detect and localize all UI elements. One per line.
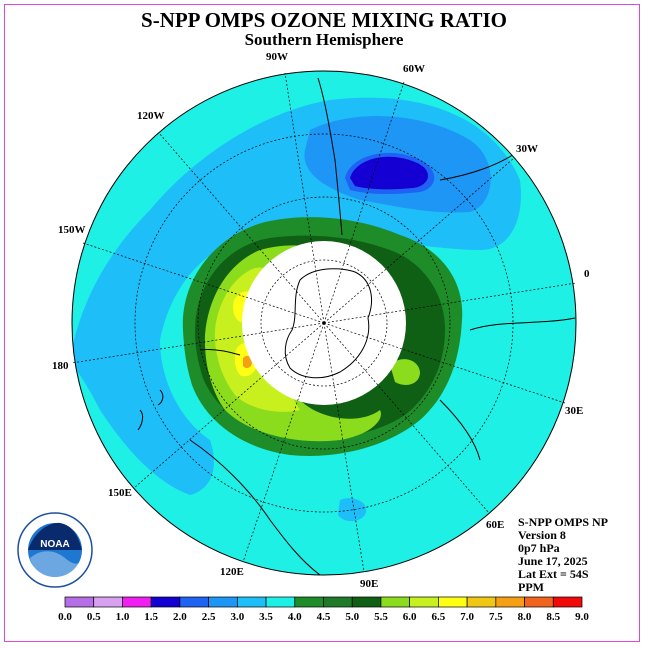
page-subtitle: Southern Hemisphere [244,30,404,49]
contour-7-5 [243,355,252,369]
info-line-5: Lat Ext = 54S [518,567,589,581]
colorbar-tick-label: 5.0 [345,611,359,623]
lon-label-30e: 30E [565,405,583,417]
colorbar-tick-label: 7.0 [460,611,474,623]
colorbar-swatch [64,596,95,608]
colorbar-tick-label: 0.5 [87,611,101,623]
colorbar-swatch [93,596,123,608]
colorbar-swatch [409,596,439,608]
colorbar-swatch [179,596,209,608]
colorbar-tick-label: 6.0 [403,611,417,623]
lon-label-150e: 150E [108,487,132,499]
colorbar-tick-label: 3.5 [259,611,273,623]
info-line-3: 0p7 hPa [518,541,560,555]
map-edge [71,70,577,576]
lon-label-60w: 60W [403,63,425,75]
colorbar-tick-label: 2.0 [173,611,187,623]
colorbar-tick-label: 5.5 [374,611,388,623]
colorbar-tick-label: 1.0 [116,611,130,623]
page-title: S-NPP OMPS OZONE MIXING RATIO [141,8,507,32]
colorbar-swatch [323,596,353,608]
lon-label-0: 0 [584,268,590,280]
info-line-1: S-NPP OMPS NP [518,515,608,529]
ozone-field [72,71,576,575]
lon-label-30w: 30W [516,143,538,155]
info-line-2: Version 8 [518,528,566,542]
colorbar-swatch [495,596,525,608]
colorbar-swatch [150,596,181,608]
colorbar-tick-label: 1.5 [144,611,158,623]
lon-label-180: 180 [52,360,69,372]
colorbar-tick-label: 6.5 [432,611,446,623]
colorbar-swatch [122,596,152,608]
colorbar-tick-label: 4.0 [288,611,302,623]
colorbar-tick-label: 3.0 [230,611,244,623]
noaa-logo: NOAA [17,512,93,588]
colorbar-tick-label: 9.0 [575,611,589,623]
colorbar-swatch [552,596,583,608]
colorbar-swatch [466,596,497,608]
info-line-4: June 17, 2025 [518,554,588,568]
colorbar-swatch [380,596,411,608]
longitude-labels: 90W 60W 30W 0 30E 60E 90E 120E 150E 180 … [52,51,590,590]
colorbar-swatch [265,596,296,608]
colorbar-tick-label: 4.5 [317,611,331,623]
lon-label-60e: 60E [486,519,504,531]
lon-label-120w: 120W [137,110,165,122]
colorbar-tick-label: 7.5 [489,611,503,623]
colorbar: 0.0 0.5 1.0 1.5 2.0 2.5 3.0 3.5 4.0 4.5 5.0 5.5 6.0 6… [58,596,589,623]
noaa-logo-text: NOAA [40,539,69,550]
colorbar-swatch [236,596,267,608]
colorbar-tick-label: 2.5 [202,611,216,623]
contour-5-5-east [390,359,420,385]
lon-label-90e: 90E [360,578,378,590]
graticule [71,72,577,573]
colorbar-swatch [524,596,554,608]
lon-label-90w: 90W [266,51,288,63]
colorbar-swatch [294,596,324,608]
info-line-6: PPM [518,580,544,594]
figure-border [4,4,640,642]
contour-1-5 [350,156,428,190]
colorbar-swatch [208,596,238,608]
colorbar-tick-label: 0.0 [58,611,72,623]
colorbar-swatch [351,596,382,608]
lon-label-120e: 120E [220,566,244,578]
south-pole-marker [322,321,326,325]
colorbar-tick-label: 8.5 [546,611,560,623]
colorbar-tick-label: 8.0 [518,611,532,623]
colorbar-swatch [438,596,468,608]
lon-label-150w: 150W [58,224,86,236]
